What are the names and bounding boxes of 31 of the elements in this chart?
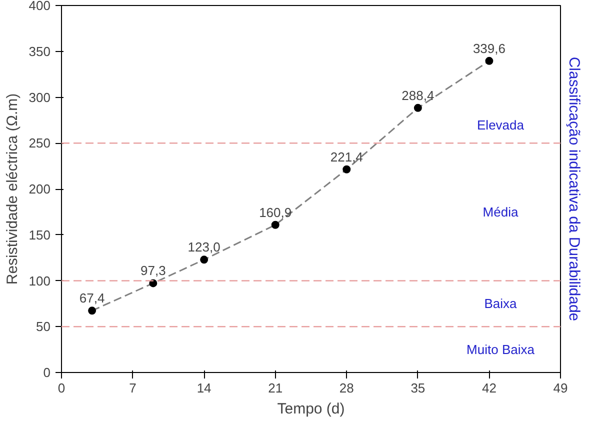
annotation: Elevada [477,118,525,133]
x-tick-label: 14 [196,380,212,396]
x-tick-label: 28 [339,380,354,396]
x-tick-label: 42 [482,380,496,396]
annotation: Baixa [484,296,518,312]
y-tick-label: 350 [28,44,51,59]
y2-axis-title: Classificação indicativa da Durabilidade [566,56,582,322]
y-tick-label: 50 [36,319,51,334]
x-tick-label: 0 [58,380,66,396]
x-tick-label: 21 [268,380,283,396]
y-axis-title: Resistividade eléctrica (Ω.m) [4,93,21,285]
data-label: 123,0 [188,240,220,255]
x-axis-title: Tempo (d) [277,400,345,418]
y-tick-label: 400 [28,0,51,13]
data-label: 160,9 [259,204,292,220]
data-label: 288,4 [402,88,434,103]
x-tick-label: 49 [553,380,568,396]
data-label: 67,4 [79,290,105,306]
x-tick-label: 7 [129,380,136,396]
y-tick-label: 250 [28,136,51,151]
y-tick-label: 0 [43,365,51,380]
data-label: 97,3 [140,263,166,278]
y-tick-label: 150 [28,227,51,242]
y-tick-label: 100 [28,273,51,288]
annotation: Média [482,204,519,220]
data-label: 339,6 [472,40,506,56]
y-tick-label: 300 [28,90,51,105]
annotation: Muito Baixa [466,342,536,358]
x-tick-label: 35 [410,380,426,396]
y-tick-label: 200 [28,182,51,196]
data-label: 221,4 [330,149,363,164]
